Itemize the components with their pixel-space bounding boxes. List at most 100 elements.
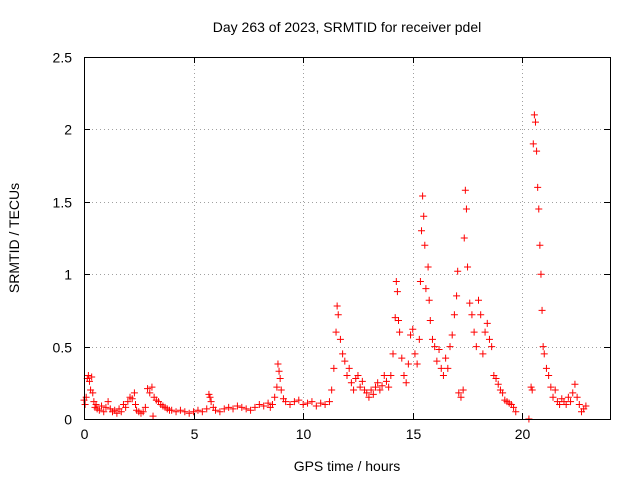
data-point [220,405,228,413]
data-point [334,311,342,319]
data-point [148,383,156,391]
data-point [308,398,316,406]
data-point [477,311,485,319]
data-point [527,383,535,391]
data-point [149,412,157,420]
data-point [409,325,417,333]
data-point [176,406,184,414]
data-point [124,398,132,406]
y-tick-label: 1.5 [53,195,73,211]
data-point [205,390,213,398]
data-point [421,241,429,249]
data-point [389,350,397,358]
data-point [470,328,478,336]
data-point [104,398,112,406]
data-point [274,360,282,368]
data-point [286,401,294,409]
axis-ticks [84,57,610,420]
data-point [374,379,382,387]
data-point [551,386,559,394]
data-point [325,398,333,406]
data-point [333,302,341,310]
data-point [242,405,250,413]
data-point [547,383,555,391]
data-point [81,401,89,409]
data-point [391,314,399,322]
data-point [146,389,154,397]
data-point [407,331,415,339]
data-point [540,350,548,358]
data-point [453,292,461,300]
data-point [356,383,364,391]
data-point [468,311,476,319]
data-point [85,377,93,385]
data-point [247,406,255,414]
data-point [282,398,290,406]
plot-frame [84,57,611,420]
data-point [100,408,108,416]
data-point [354,372,362,380]
data-point [461,186,469,194]
data-point [450,311,458,319]
data-point [290,398,298,406]
data-point [528,386,536,394]
data-point [122,403,130,411]
data-point [539,343,547,351]
data-point [89,389,97,397]
data-point [225,403,233,411]
data-point [347,379,355,387]
data-point [238,403,246,411]
data-point [542,364,550,372]
data-point [393,288,401,296]
data-point [98,402,106,410]
y-tick-label: 0.5 [53,340,73,356]
data-point [181,408,189,416]
data-point [84,372,92,380]
data-point [113,409,121,417]
data-point [268,401,276,409]
data-point [206,393,214,401]
data-point [437,364,445,372]
data-point [392,277,400,285]
data-point [442,354,450,362]
data-point [380,372,388,380]
data-point [418,227,426,235]
data-point [343,372,351,380]
data-point [365,393,373,401]
data-point [132,401,140,409]
data-point [425,296,433,304]
data-point [304,399,312,407]
data-point [367,386,375,394]
data-point [404,360,412,368]
data-point [255,401,263,409]
data-point [534,183,542,191]
data-point [88,373,96,381]
data-point [363,389,371,397]
data-point [185,409,193,417]
data-point [312,402,320,410]
data-point [431,343,439,351]
data-point [494,380,502,388]
data-point [512,408,520,416]
data-point [385,383,393,391]
data-point [444,364,452,372]
data-point [460,234,468,242]
data-point [144,385,152,393]
data-point [299,401,307,409]
data-point [328,386,336,394]
data-point [117,408,125,416]
data-point [141,403,149,411]
data-point [345,364,353,372]
data-point [398,354,406,362]
data-point [556,401,564,409]
data-point [481,328,489,336]
data-point [251,403,259,411]
data-point [433,357,441,365]
data-point [277,386,285,394]
data-point [571,380,579,388]
data-point [130,389,138,397]
data-point [82,393,90,401]
data-point [382,377,390,385]
data-point [233,402,241,410]
data-point [350,386,358,394]
